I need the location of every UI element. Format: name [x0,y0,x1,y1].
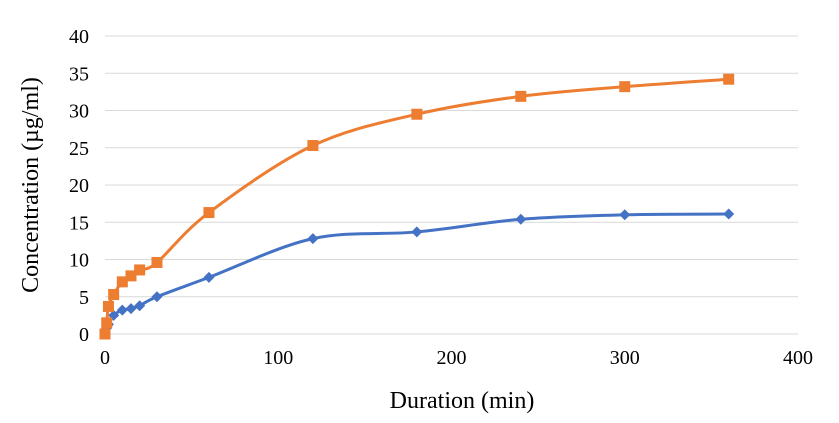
data-point [723,73,735,85]
data-point [411,226,423,238]
data-point [134,264,146,276]
data-point [99,328,111,340]
y-tick-label: 30 [69,101,89,123]
y-tick-label: 0 [79,324,89,346]
data-point [108,289,120,301]
y-tick-label: 15 [69,212,89,234]
data-point [515,213,527,225]
y-tick-label: 40 [69,26,89,48]
data-point [102,300,114,312]
data-point [307,233,319,245]
y-tick-label: 10 [69,250,89,272]
data-point [125,303,137,315]
series-2 [99,73,735,340]
x-tick-label: 300 [610,347,640,369]
x-tick-label: 400 [783,347,813,369]
x-tick-label: 100 [263,347,293,369]
data-point [203,271,215,283]
series [99,73,735,340]
data-point [116,276,128,288]
data-point [125,270,137,282]
data-point [101,317,113,329]
x-tick-label: 200 [437,347,467,369]
series-1 [99,208,735,340]
data-point [307,140,319,152]
data-point [151,256,163,268]
data-point [151,291,163,303]
data-point [411,108,423,120]
y-tick-label: 5 [79,287,89,309]
data-point [134,300,146,312]
data-point [619,209,631,221]
data-point [515,90,527,102]
data-point [619,81,631,93]
x-axis-title: Duration (min) [390,388,535,414]
data-point [723,208,735,220]
y-tick-label: 20 [69,175,89,197]
y-tick-label: 35 [69,63,89,85]
x-tick-label: 0 [100,347,110,369]
y-tick-label: 25 [69,138,89,160]
y-axis-title: Concentration (µg/ml) [18,77,44,293]
gridlines [105,35,798,298]
data-point [116,304,128,316]
data-point [203,207,215,219]
